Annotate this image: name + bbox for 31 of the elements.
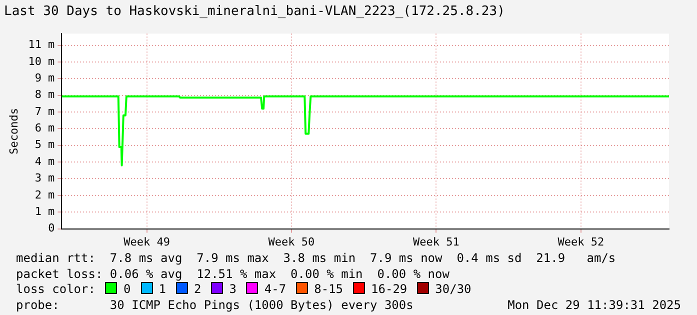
y-tick-label: 9 m	[34, 72, 56, 85]
y-tick-label: 4 m	[34, 154, 56, 168]
legend-label: 8-15	[314, 282, 344, 296]
legend-label: 1	[158, 282, 166, 296]
y-tick-label: 0	[48, 222, 55, 235]
legend-label: 4-7	[264, 282, 286, 296]
x-tick-label: Week 49	[124, 235, 170, 248]
legend-label: 0	[123, 282, 131, 296]
y-tick-label: 7 m	[34, 104, 56, 118]
y-tick-label: 1 m	[34, 204, 56, 218]
y-tick-label: 11 m	[28, 38, 56, 52]
legend-label: 30/30	[435, 282, 472, 296]
y-tick-label: 10 m	[28, 54, 56, 68]
x-tick-label: Week 52	[558, 235, 604, 248]
legend-label: 2	[194, 282, 202, 296]
text: median rtt: 7.8 ms avg 7.9 ms max 3.8 ms min 7.9 ms now 0.4 ms sd 21.9 am/s	[16, 251, 617, 266]
chart-title: Last 30 Days to Haskovski_mineralni_bani-VLAN_2223_(172.25.8.23)	[4, 4, 505, 20]
legend-label: 16-29	[371, 282, 408, 296]
text: Mon Dec 29 11:39:31 2025	[508, 298, 681, 313]
y-tick-label: 5 m	[34, 138, 56, 152]
y-tick-label: 2 m	[34, 188, 56, 202]
legend-title: loss color:	[16, 282, 96, 296]
text: packet loss: 0.06 % avg 12.51 % max 0.00 % min 0.00 % now	[16, 266, 450, 282]
y-tick-label: 3 m	[34, 172, 56, 185]
text: probe: 30 ICMP Echo Pings (1000 Bytes) every 300s	[16, 298, 414, 312]
x-tick-label: Week 51	[413, 235, 460, 248]
y-tick-label: 6 m	[34, 122, 56, 135]
y-axis-title: Seconds	[7, 108, 20, 154]
x-tick-label: Week 50	[268, 235, 315, 248]
y-tick-label: 8 m	[34, 88, 56, 102]
legend-label: 3	[229, 282, 236, 296]
